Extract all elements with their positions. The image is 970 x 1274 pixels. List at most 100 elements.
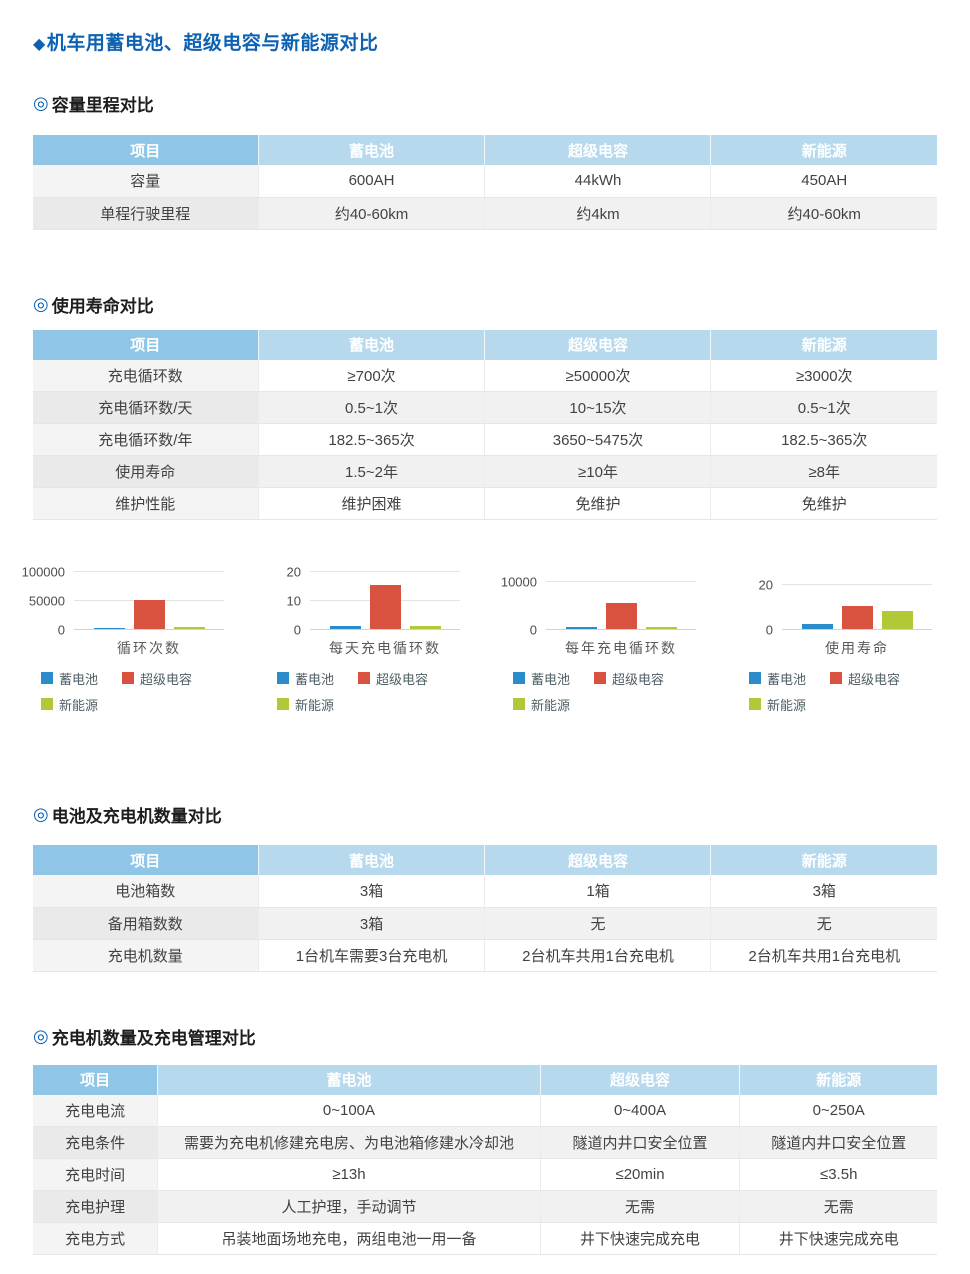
row-label-cell: 充电条件 xyxy=(33,1126,159,1159)
table-cell: ≥50000次 xyxy=(484,359,712,392)
y-axis: 0 10 20 xyxy=(255,565,310,638)
legend-color-swatch xyxy=(122,672,135,684)
table-row: 充电机数量 1台机车需要3台充电机 2台机车共用1台充电机 2台机车共用1台充电机 xyxy=(33,939,937,972)
row-label-cell: 容量 xyxy=(33,165,259,198)
bar-新能源 xyxy=(409,626,441,629)
header-cell: 新能源 xyxy=(710,135,937,165)
chart-daily-charge-cycles: 0 10 20 每天充电循环数蓄电池 超级电容新能源 xyxy=(255,565,479,713)
table-cell: 1台机车需要3台充电机 xyxy=(258,939,486,972)
gridline xyxy=(74,571,224,572)
gridline xyxy=(546,629,696,630)
chart-legend: 蓄电池 超级电容 新能源 xyxy=(41,670,241,713)
legend-color-swatch xyxy=(594,672,607,684)
legend-color-swatch xyxy=(749,672,761,684)
chart-title: 每年充电循环数 xyxy=(565,640,677,656)
header-cell: 超级电容 xyxy=(540,1064,741,1095)
plot xyxy=(546,581,696,630)
plot-area: 0 10 20 xyxy=(255,565,479,638)
comparison-table: 项目 蓄电池 超级电容 新能源 容量 600AH 44kWh 450AH 单程行驶里程 约40-6… xyxy=(33,135,937,230)
header-cell: 项目 xyxy=(33,135,259,165)
row-label-cell: 充电循环数/天 xyxy=(33,391,259,424)
table-cell: 吊装地面场地充电，两组电池一用一备 xyxy=(157,1222,541,1255)
row-label-cell: 充电时间 xyxy=(33,1158,159,1191)
gridline xyxy=(546,581,696,582)
bar-蓄电池 xyxy=(565,627,597,629)
chart-yearly-charge-cycles: 0 10000 每年充电循环数蓄电池 超级电容新能源 xyxy=(491,575,715,713)
table-row: 充电时间 ≥13h ≤20min ≤3.5h xyxy=(33,1158,937,1191)
section-heading-service-life: ◎ 使用寿命对比 xyxy=(33,292,937,317)
row-label-cell: 充电方式 xyxy=(33,1222,159,1255)
legend-color-swatch xyxy=(41,698,53,710)
table-cell: ≥10年 xyxy=(484,455,712,488)
plot-area: 0 20 xyxy=(727,578,951,638)
legend-item: 超级电容 xyxy=(830,670,901,687)
comparison-table: 项目 蓄电池 超级电容 新能源 充电电流 0~100A 0~400A 0~250A 充电条件 需要… xyxy=(33,1064,937,1255)
legend-color-swatch xyxy=(358,672,371,684)
legend-label: 超级电容 xyxy=(848,671,901,687)
charts-row: 0 50000 100000 循环次数 蓄电池 超级电容 新能源 0 10 20 每天充电循环数蓄… xyxy=(19,565,951,713)
bar-超级电容 xyxy=(841,606,873,629)
table-cell: 无 xyxy=(484,907,712,940)
bar-新能源 xyxy=(645,627,677,629)
legend-item: 蓄电池 xyxy=(277,670,334,687)
plot xyxy=(782,584,932,630)
header-cell: 超级电容 xyxy=(484,845,712,875)
table-cell: 无需 xyxy=(540,1190,741,1223)
legend-color-swatch xyxy=(749,698,761,710)
row-label-cell: 使用寿命 xyxy=(33,455,259,488)
legend-item: 蓄电池 xyxy=(41,670,98,687)
header-cell: 超级电容 xyxy=(484,329,712,360)
table-row: 单程行驶里程 约40-60km 约4km 约40-60km xyxy=(33,197,937,230)
page-title-text: 机车用蓄电池、超级电容与新能源对比 xyxy=(46,33,379,54)
legend-label: 新能源 xyxy=(59,697,99,713)
legend-color-swatch xyxy=(513,672,525,684)
table-cell: 无需 xyxy=(739,1190,937,1223)
chart-legend: 蓄电池 超级电容新能源 xyxy=(513,670,713,713)
table-cell: 约4km xyxy=(484,197,712,230)
header-cell: 项目 xyxy=(33,845,259,875)
chart-title: 循环次数 xyxy=(117,640,181,656)
legend-item: 新能源 xyxy=(513,696,570,713)
table-row: 充电循环数/年 182.5~365次 3650~5475次 182.5~365次 xyxy=(33,423,937,456)
section-heading-text: 容量里程对比 xyxy=(51,96,154,115)
service-life-table: 项目 蓄电池 超级电容 新能源 充电循环数 ≥700次 ≥50000次 ≥3000次 充电循环数… xyxy=(33,329,937,520)
header-cell: 超级电容 xyxy=(484,135,712,165)
row-label-cell: 电池箱数 xyxy=(33,875,259,908)
bar-新能源 xyxy=(173,627,205,629)
table-cell: ≤3.5h xyxy=(739,1158,937,1191)
header-cell: 蓄电池 xyxy=(157,1064,541,1095)
legend-item: 超级电容 xyxy=(358,670,428,687)
comparison-table: 项目 蓄电池 超级电容 新能源 充电循环数 ≥700次 ≥50000次 ≥3000次 充电循环数… xyxy=(33,329,937,520)
chart-title: 使用寿命 xyxy=(825,640,889,656)
table-cell: 3箱 xyxy=(710,875,937,908)
legend-label: 超级电容 xyxy=(612,671,665,687)
table-cell: 需要为充电机修建充电房、为电池箱修建水冷却池 xyxy=(157,1126,541,1159)
bar-新能源 xyxy=(881,611,913,629)
comparison-table: 项目 蓄电池 超级电容 新能源 电池箱数 3箱 1箱 3箱 备用箱数数 3箱无无充电机数量 1台机车… xyxy=(33,845,937,972)
plot-area: 0 10000 xyxy=(491,575,715,638)
table-row: 容量 600AH 44kWh 450AH xyxy=(33,165,937,198)
header-cell: 项目 xyxy=(33,1064,159,1095)
y-tick-label: 100000 xyxy=(21,564,65,580)
table-cell: 维护困难 xyxy=(258,487,486,520)
table-cell: ≥13h xyxy=(157,1158,541,1191)
table-cell: 人工护理，手动调节 xyxy=(157,1190,541,1223)
row-label-cell: 备用箱数数 xyxy=(33,907,259,940)
table-row: 维护性能 维护困难 免维护 免维护 xyxy=(33,487,937,520)
table-row: 充电护理 人工护理，手动调节 无需 无需 xyxy=(33,1190,937,1223)
bar-超级电容 xyxy=(369,585,401,629)
gridline xyxy=(782,584,932,585)
table-cell: ≤20min xyxy=(540,1158,741,1191)
table-row: 充电循环数 ≥700次 ≥50000次 ≥3000次 xyxy=(33,359,937,392)
chart-title: 每天充电循环数 xyxy=(329,640,441,656)
table-cell: 免维护 xyxy=(710,487,937,520)
section-heading-capacity-mileage: ◎ 容量里程对比 xyxy=(33,91,937,116)
table-header-row: 项目 蓄电池 超级电容 新能源 xyxy=(33,329,937,360)
table-cell: 3650~5475次 xyxy=(484,423,712,456)
legend-item: 蓄电池 xyxy=(513,670,570,687)
y-tick-label: 0 xyxy=(529,622,537,638)
legend-label: 新能源 xyxy=(295,697,335,713)
chart-service-life: 0 20 使用寿命 蓄电池 超级电容 新能源 xyxy=(727,578,951,713)
gridline xyxy=(310,629,460,630)
